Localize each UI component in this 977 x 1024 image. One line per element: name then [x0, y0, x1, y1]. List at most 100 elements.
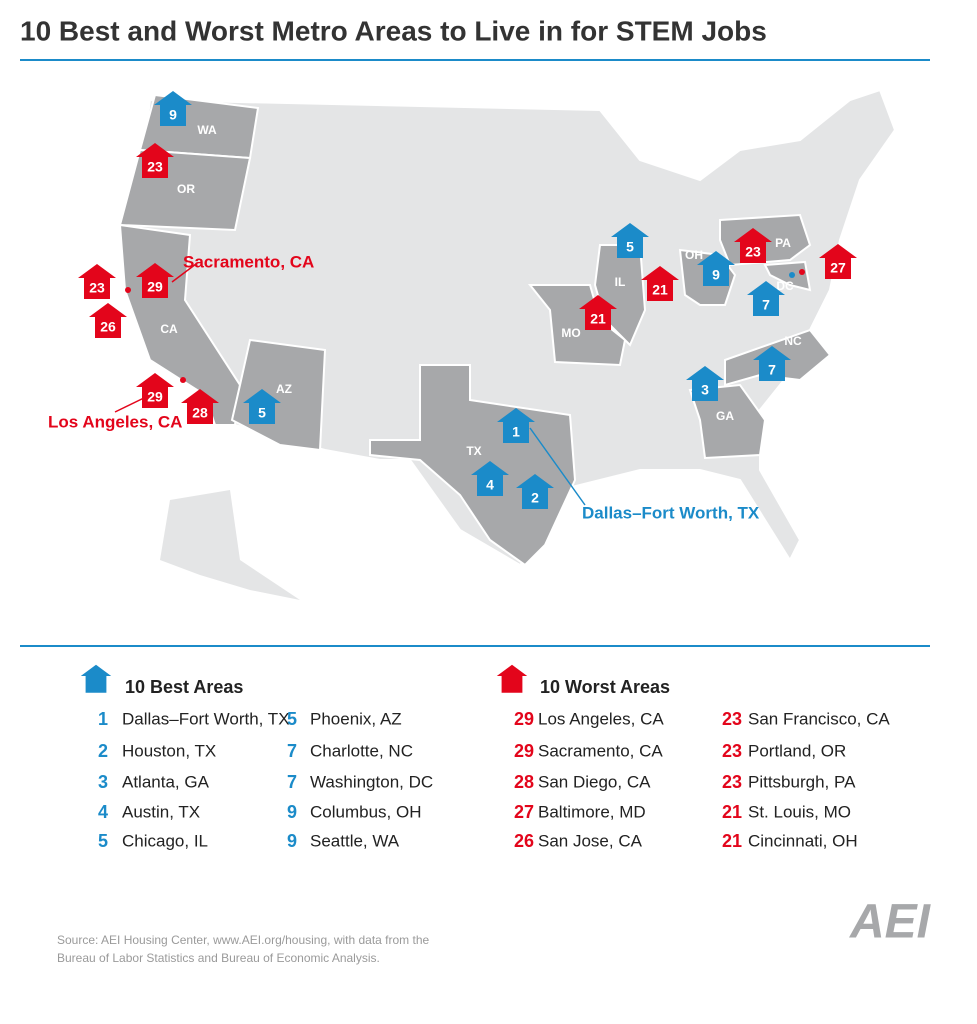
marker-rank: 28 [192, 405, 208, 421]
connector [171, 263, 197, 283]
legend-rank: 2 [98, 741, 108, 761]
house-icon [80, 664, 112, 693]
state-label: PA [775, 236, 791, 250]
state-label: DC [776, 279, 794, 293]
legend-rank: 1 [98, 709, 108, 729]
legend-rank: 7 [287, 741, 297, 761]
house-icon [154, 91, 192, 126]
legend-rank: 26 [514, 831, 534, 851]
marker-rank: 2 [531, 490, 539, 506]
state-label: WA [197, 123, 217, 137]
legend-title: 10 Worst Areas [540, 677, 670, 697]
marker-rank: 9 [169, 107, 177, 123]
marker-rank: 1 [512, 424, 520, 440]
city-dot [180, 377, 186, 383]
state-mo [527, 284, 627, 367]
legend-name: Sacramento, CA [538, 741, 663, 760]
marker-rank: 27 [830, 260, 846, 276]
legend-name: Columbus, OH [310, 802, 421, 821]
state-md [763, 260, 812, 292]
legend-name: Phoenix, AZ [310, 709, 402, 728]
house-icon [89, 303, 127, 338]
state-label: MD [831, 279, 850, 293]
legend-name: Baltimore, MD [538, 802, 646, 821]
legend-name: Washington, DC [310, 772, 433, 791]
marker-rank: 9 [712, 267, 720, 283]
legend-rank: 9 [287, 831, 297, 851]
legend-rank: 27 [514, 802, 534, 822]
legend-rank: 4 [98, 802, 108, 822]
house-icon [516, 474, 554, 509]
house-icon [243, 389, 281, 424]
state-label: CA [160, 322, 178, 336]
legend-rank: 29 [514, 741, 534, 761]
legend-name: Charlotte, NC [310, 741, 413, 760]
marker-rank: 23 [147, 159, 163, 175]
city-dot [789, 272, 795, 278]
house-icon [579, 295, 617, 330]
legend-rank: 23 [722, 772, 742, 792]
city-dot [125, 287, 131, 293]
legend-rank: 9 [287, 802, 297, 822]
house-icon [753, 346, 791, 381]
marker-rank: 23 [89, 280, 105, 296]
state-label: IL [615, 275, 626, 289]
house-icon [611, 223, 649, 258]
legend-name: Houston, TX [122, 741, 216, 760]
legend-name: San Diego, CA [538, 772, 651, 791]
house-icon [641, 266, 679, 301]
marker-rank: 29 [147, 279, 163, 295]
house-icon [136, 143, 174, 178]
city-dot [799, 269, 805, 275]
legend-title: 10 Best Areas [125, 677, 243, 697]
legend-name: San Jose, CA [538, 831, 643, 850]
legend-rank: 21 [722, 831, 742, 851]
callout: Sacramento, CA [183, 252, 314, 271]
callout: Dallas–Fort Worth, TX [582, 503, 760, 522]
source: Bureau of Labor Statistics and Bureau of… [57, 951, 380, 965]
marker-rank: 5 [258, 405, 266, 421]
us-map [118, 88, 897, 600]
legend-name: Dallas–Fort Worth, TX [122, 709, 290, 728]
state-ga [688, 383, 767, 460]
state-label: TX [466, 444, 481, 458]
house-icon [819, 244, 857, 279]
callout: Los Angeles, CA [48, 412, 182, 431]
marker-rank: 7 [768, 362, 776, 378]
state-label: MO [561, 326, 580, 340]
marker-rank: 5 [626, 239, 634, 255]
state-label: OR [177, 182, 195, 196]
house-icon [747, 281, 785, 316]
house-icon [181, 389, 219, 424]
legend-rank: 21 [722, 802, 742, 822]
house-icon [686, 366, 724, 401]
marker-rank: 3 [701, 382, 709, 398]
marker-rank: 26 [100, 319, 116, 335]
house-icon [697, 251, 735, 286]
legend-rank: 28 [514, 772, 534, 792]
house-icon [496, 664, 528, 693]
legend-rank: 5 [287, 709, 297, 729]
house-icon [497, 408, 535, 443]
title: 10 Best and Worst Metro Areas to Live in… [20, 15, 767, 46]
marker-rank: 21 [590, 311, 606, 327]
legend-name: San Francisco, CA [748, 709, 890, 728]
legend-rank: 5 [98, 831, 108, 851]
connector [529, 427, 586, 506]
legend-name: Austin, TX [122, 802, 200, 821]
state-label: GA [716, 409, 734, 423]
marker-rank: 7 [762, 297, 770, 313]
logo: AEI [849, 896, 932, 949]
house-icon [471, 461, 509, 496]
legend-name: Atlanta, GA [122, 772, 210, 791]
legend-name: Seattle, WA [310, 831, 400, 850]
house-icon [136, 263, 174, 298]
legend-rank: 23 [722, 709, 742, 729]
legend-name: Los Angeles, CA [538, 709, 664, 728]
marker-rank: 29 [147, 389, 163, 405]
legend-rank: 3 [98, 772, 108, 792]
house-icon [136, 373, 174, 408]
alaska [160, 490, 300, 600]
state-label: OH [685, 248, 703, 262]
